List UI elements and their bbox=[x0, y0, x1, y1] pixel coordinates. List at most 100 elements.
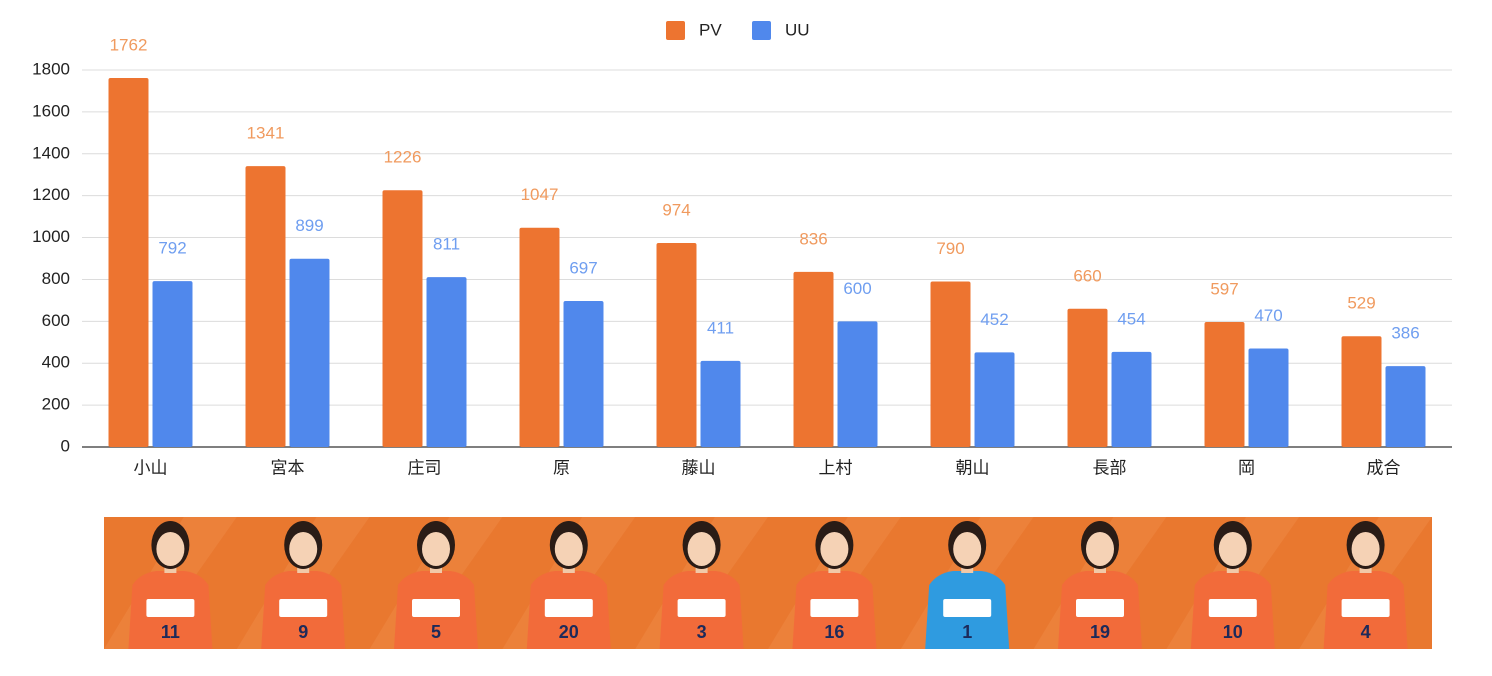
value-label: 836 bbox=[799, 229, 827, 248]
value-label: 792 bbox=[158, 239, 186, 258]
sponsor-patch bbox=[544, 599, 593, 617]
player-photo: 4 bbox=[1299, 517, 1432, 649]
legend-swatch bbox=[666, 21, 685, 40]
player-photo: 1 bbox=[900, 517, 1034, 649]
value-label: 974 bbox=[662, 200, 690, 219]
face bbox=[1351, 532, 1380, 566]
bar bbox=[930, 281, 971, 447]
jersey-number: 4 bbox=[1361, 622, 1371, 642]
jersey-number: 16 bbox=[824, 622, 844, 642]
y-tick-label: 200 bbox=[42, 395, 70, 414]
x-tick-label: 藤山 bbox=[682, 458, 716, 477]
face bbox=[289, 532, 318, 566]
sponsor-patch bbox=[1076, 599, 1124, 617]
bar bbox=[382, 190, 423, 447]
bar bbox=[426, 277, 467, 447]
face bbox=[687, 532, 716, 566]
face bbox=[1086, 532, 1114, 566]
face bbox=[156, 532, 185, 566]
value-label: 811 bbox=[433, 235, 460, 254]
bar bbox=[1111, 351, 1152, 447]
player-photo: 11 bbox=[104, 517, 237, 649]
sponsor-patch bbox=[1341, 599, 1390, 617]
y-tick-label: 1000 bbox=[32, 227, 70, 246]
bar bbox=[1385, 366, 1426, 447]
player-photo: 20 bbox=[502, 517, 636, 649]
bar bbox=[519, 227, 560, 447]
bar bbox=[1248, 348, 1289, 447]
player-photo: 10 bbox=[1166, 517, 1300, 649]
value-label: 470 bbox=[1254, 306, 1282, 325]
y-tick-label: 1800 bbox=[32, 59, 70, 78]
bar bbox=[1204, 321, 1245, 447]
jersey-number: 19 bbox=[1090, 622, 1110, 642]
legend-label: UU bbox=[785, 20, 810, 39]
x-tick-label: 長部 bbox=[1093, 458, 1127, 477]
value-label: 454 bbox=[1117, 309, 1145, 328]
value-label: 660 bbox=[1073, 266, 1101, 285]
x-tick-label: 庄司 bbox=[408, 458, 442, 477]
sponsor-patch bbox=[677, 599, 726, 617]
value-label: 452 bbox=[980, 310, 1008, 329]
y-tick-label: 1200 bbox=[32, 185, 70, 204]
player-photo: 5 bbox=[369, 517, 503, 649]
face bbox=[953, 532, 982, 566]
y-tick-label: 400 bbox=[42, 353, 70, 372]
value-label: 1226 bbox=[384, 148, 422, 167]
value-label: 597 bbox=[1210, 279, 1238, 298]
bar bbox=[245, 166, 286, 447]
bar bbox=[563, 301, 604, 447]
face bbox=[422, 532, 450, 566]
value-label: 1047 bbox=[521, 185, 559, 204]
bar bbox=[974, 352, 1015, 447]
jersey-number: 3 bbox=[697, 622, 707, 642]
value-label: 529 bbox=[1347, 294, 1375, 313]
bar bbox=[289, 258, 330, 447]
y-tick-label: 1400 bbox=[32, 143, 70, 162]
value-label: 386 bbox=[1391, 324, 1419, 343]
x-tick-label: 小山 bbox=[134, 458, 168, 477]
face bbox=[1218, 532, 1247, 566]
x-tick-label: 原 bbox=[553, 458, 570, 477]
value-label: 790 bbox=[936, 239, 964, 258]
x-tick-label: 朝山 bbox=[956, 458, 990, 477]
bar bbox=[793, 271, 834, 447]
bar bbox=[1341, 336, 1382, 447]
value-label: 411 bbox=[707, 318, 734, 337]
face bbox=[554, 532, 583, 566]
bar bbox=[656, 243, 697, 447]
y-tick-label: 0 bbox=[61, 436, 70, 455]
player-photo: 9 bbox=[236, 517, 370, 649]
jersey-number: 20 bbox=[559, 622, 579, 642]
x-tick-label: 成合 bbox=[1367, 458, 1401, 477]
sponsor-patch bbox=[279, 599, 328, 617]
value-label: 899 bbox=[295, 216, 323, 235]
player-photo: 19 bbox=[1033, 517, 1167, 649]
legend-label: PV bbox=[699, 20, 722, 39]
bar bbox=[108, 77, 149, 447]
value-label: 1762 bbox=[110, 35, 148, 54]
face bbox=[820, 532, 849, 566]
jersey-number: 1 bbox=[962, 622, 972, 642]
bar bbox=[700, 360, 741, 447]
jersey-number: 11 bbox=[161, 622, 180, 642]
x-tick-label: 上村 bbox=[819, 458, 853, 477]
sponsor-patch bbox=[943, 599, 992, 617]
jersey-number: 10 bbox=[1223, 622, 1243, 642]
value-label: 1341 bbox=[247, 124, 285, 143]
jersey-number: 9 bbox=[298, 622, 308, 642]
sponsor-patch bbox=[146, 599, 195, 617]
player-photo: 16 bbox=[768, 517, 901, 649]
y-tick-label: 1600 bbox=[32, 101, 70, 120]
bar bbox=[152, 281, 193, 447]
player-photo: 3 bbox=[635, 517, 768, 649]
x-tick-label: 岡 bbox=[1238, 458, 1255, 477]
y-tick-label: 800 bbox=[42, 269, 70, 288]
value-label: 600 bbox=[843, 279, 871, 298]
sponsor-patch bbox=[1208, 599, 1257, 617]
sponsor-patch bbox=[412, 599, 460, 617]
x-tick-label: 宮本 bbox=[271, 458, 305, 477]
value-label: 697 bbox=[569, 259, 597, 278]
jersey-number: 5 bbox=[431, 622, 441, 642]
